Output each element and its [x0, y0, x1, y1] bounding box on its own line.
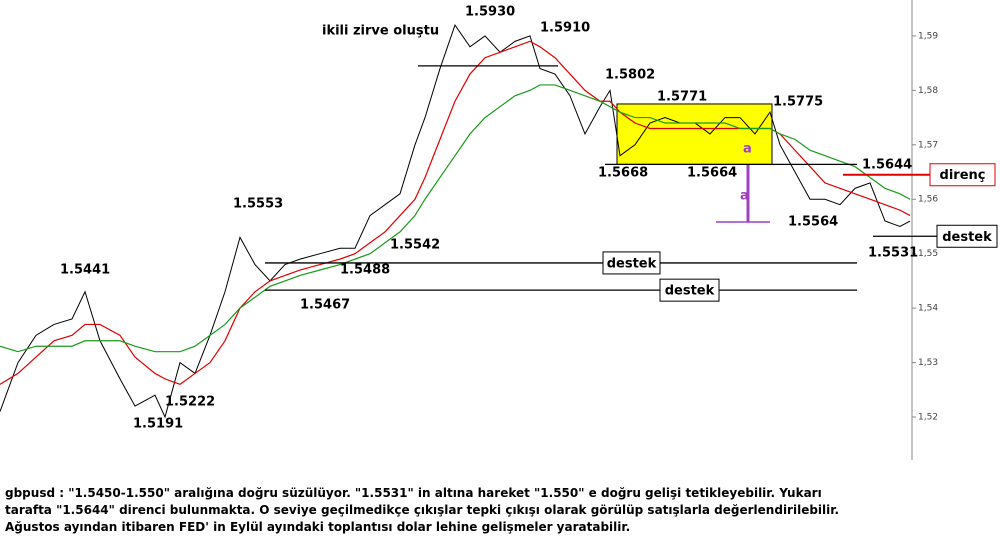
price-annotation: 1.5488 [340, 263, 390, 278]
level-label: destek [607, 256, 657, 271]
price-annotation: 1.5564 [788, 215, 838, 230]
price-annotation: 1.5222 [165, 395, 215, 410]
y-tick-label: 1,55 [918, 249, 938, 259]
price-annotation: 1.5531 [868, 246, 918, 261]
price-annotation: 1.5542 [390, 238, 440, 253]
caption-line: Ağustos ayından itibaren FED' in Eylül a… [5, 520, 630, 534]
price-annotation: 1.5644 [862, 158, 912, 173]
moving-average [0, 40, 911, 386]
y-tick-label: 1,58 [918, 86, 938, 96]
level-label: destek [942, 230, 992, 245]
level-label-box [929, 163, 996, 187]
y-tick-label: 1,56 [918, 195, 938, 205]
price-annotation: 1.5191 [133, 417, 183, 432]
caption-line: tarafta "1.5644" direnci bulunmakta. O s… [5, 503, 839, 517]
price-annotation: 1.5467 [300, 298, 350, 313]
y-tick-label: 1,53 [918, 358, 938, 368]
y-tick-label: 1,57 [918, 140, 938, 150]
level-label: direnç [940, 168, 986, 183]
caption-line: gbpusd : "1.5450-1.550" aralığına doğru … [5, 486, 822, 500]
price-annotation: 1.5553 [233, 197, 283, 212]
y-tick-label: 1,54 [918, 304, 938, 314]
level-label-box [602, 251, 661, 275]
level-label-box [659, 278, 720, 302]
measure-label: a [740, 189, 749, 204]
moving-average [0, 84, 911, 353]
price-annotation: 1.5802 [605, 68, 655, 83]
measure-label: a [743, 142, 752, 157]
price-annotation: 1.5771 [657, 90, 707, 105]
level-label-box [936, 224, 998, 248]
chart-title: ikili zirve oluştu [322, 24, 439, 39]
price-annotation: 1.5668 [598, 166, 648, 181]
price-line [0, 23, 911, 419]
price-annotation: 1.5775 [773, 95, 823, 110]
price-annotation: 1.5664 [687, 166, 737, 181]
price-annotation: 1.5910 [540, 21, 590, 36]
y-tick-label: 1,59 [918, 31, 938, 41]
y-tick-label: 1,52 [918, 412, 938, 422]
price-annotation: 1.5930 [465, 5, 515, 20]
level-label: destek [665, 284, 715, 299]
price-annotation: 1.5441 [60, 263, 110, 278]
